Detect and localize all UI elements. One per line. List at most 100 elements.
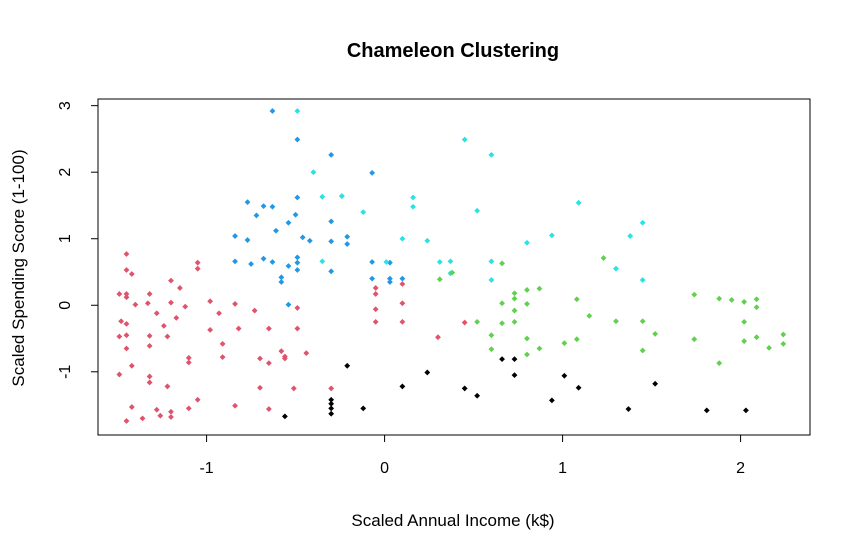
data-point <box>292 211 299 218</box>
data-point <box>294 108 301 114</box>
data-point <box>157 412 164 419</box>
data-point <box>160 322 167 329</box>
data-point <box>499 320 505 327</box>
data-point <box>741 318 748 325</box>
data-point <box>728 297 735 303</box>
data-point <box>232 258 238 265</box>
data-point <box>449 269 456 276</box>
data-point <box>561 340 568 347</box>
data-point <box>369 259 376 265</box>
data-point <box>116 371 123 378</box>
data-point <box>265 360 272 367</box>
data-point <box>128 404 135 410</box>
data-point <box>600 255 607 261</box>
data-point <box>328 218 335 225</box>
data-point <box>524 335 530 342</box>
data-point <box>511 318 518 325</box>
data-point <box>294 259 301 266</box>
data-point <box>194 259 201 266</box>
data-point <box>410 203 416 210</box>
data-point <box>639 219 646 226</box>
data-point <box>251 307 258 314</box>
data-point <box>369 169 376 176</box>
data-point <box>164 383 171 390</box>
data-point <box>741 299 748 305</box>
data-point <box>716 295 723 302</box>
data-point <box>232 402 238 409</box>
data-point <box>424 237 431 244</box>
data-point <box>743 407 749 414</box>
data-point <box>360 209 367 216</box>
data-point <box>257 355 263 362</box>
data-point <box>269 203 276 210</box>
data-point <box>652 330 659 337</box>
data-point <box>753 334 760 341</box>
data-point <box>306 237 313 244</box>
data-point <box>146 342 153 349</box>
data-point <box>282 355 288 362</box>
data-point <box>168 414 174 420</box>
data-point <box>128 271 135 277</box>
data-point <box>219 340 226 347</box>
data-point <box>511 290 518 297</box>
data-point <box>319 258 326 265</box>
data-point <box>511 307 518 314</box>
data-point <box>639 318 646 325</box>
data-point <box>474 207 481 214</box>
data-point <box>328 238 335 245</box>
data-point <box>235 325 242 332</box>
data-point <box>511 372 518 379</box>
data-point <box>474 318 481 325</box>
data-point <box>372 291 379 297</box>
data-point <box>383 259 390 265</box>
data-point <box>123 291 130 297</box>
data-point <box>488 151 495 158</box>
data-point <box>328 405 335 412</box>
data-point <box>575 199 582 206</box>
data-point <box>488 277 495 283</box>
data-point <box>372 318 379 325</box>
data-point <box>369 275 376 282</box>
data-point <box>435 334 441 341</box>
data-point <box>182 303 189 310</box>
data-point <box>780 340 787 347</box>
data-point <box>319 193 326 200</box>
data-point <box>549 397 555 404</box>
data-point <box>278 348 285 355</box>
data-point <box>123 332 130 339</box>
data-point <box>488 332 495 339</box>
data-point <box>257 384 263 391</box>
data-point <box>524 301 530 307</box>
data-point <box>153 310 160 317</box>
data-point <box>290 385 297 392</box>
y-tick-label: 1 <box>57 234 74 243</box>
data-point <box>260 203 267 210</box>
data-point <box>146 373 153 380</box>
data-point <box>424 369 431 376</box>
data-point <box>285 301 292 308</box>
data-point <box>613 265 619 272</box>
data-points <box>116 108 787 424</box>
data-point <box>232 301 238 307</box>
data-point <box>524 239 530 246</box>
data-point <box>461 136 468 143</box>
data-point <box>185 405 192 412</box>
data-point <box>123 418 130 424</box>
data-point <box>573 296 580 303</box>
data-point <box>549 232 555 239</box>
data-point <box>282 413 288 420</box>
data-point <box>146 291 153 297</box>
data-point <box>144 300 151 307</box>
data-point <box>399 318 406 325</box>
data-point <box>627 233 634 239</box>
data-point <box>753 304 760 311</box>
data-point <box>474 392 481 399</box>
data-point <box>741 338 748 345</box>
data-point <box>691 291 698 298</box>
data-point <box>338 193 345 200</box>
data-point <box>399 383 406 390</box>
data-point <box>176 285 183 291</box>
data-point <box>185 359 192 366</box>
data-point <box>753 296 760 303</box>
